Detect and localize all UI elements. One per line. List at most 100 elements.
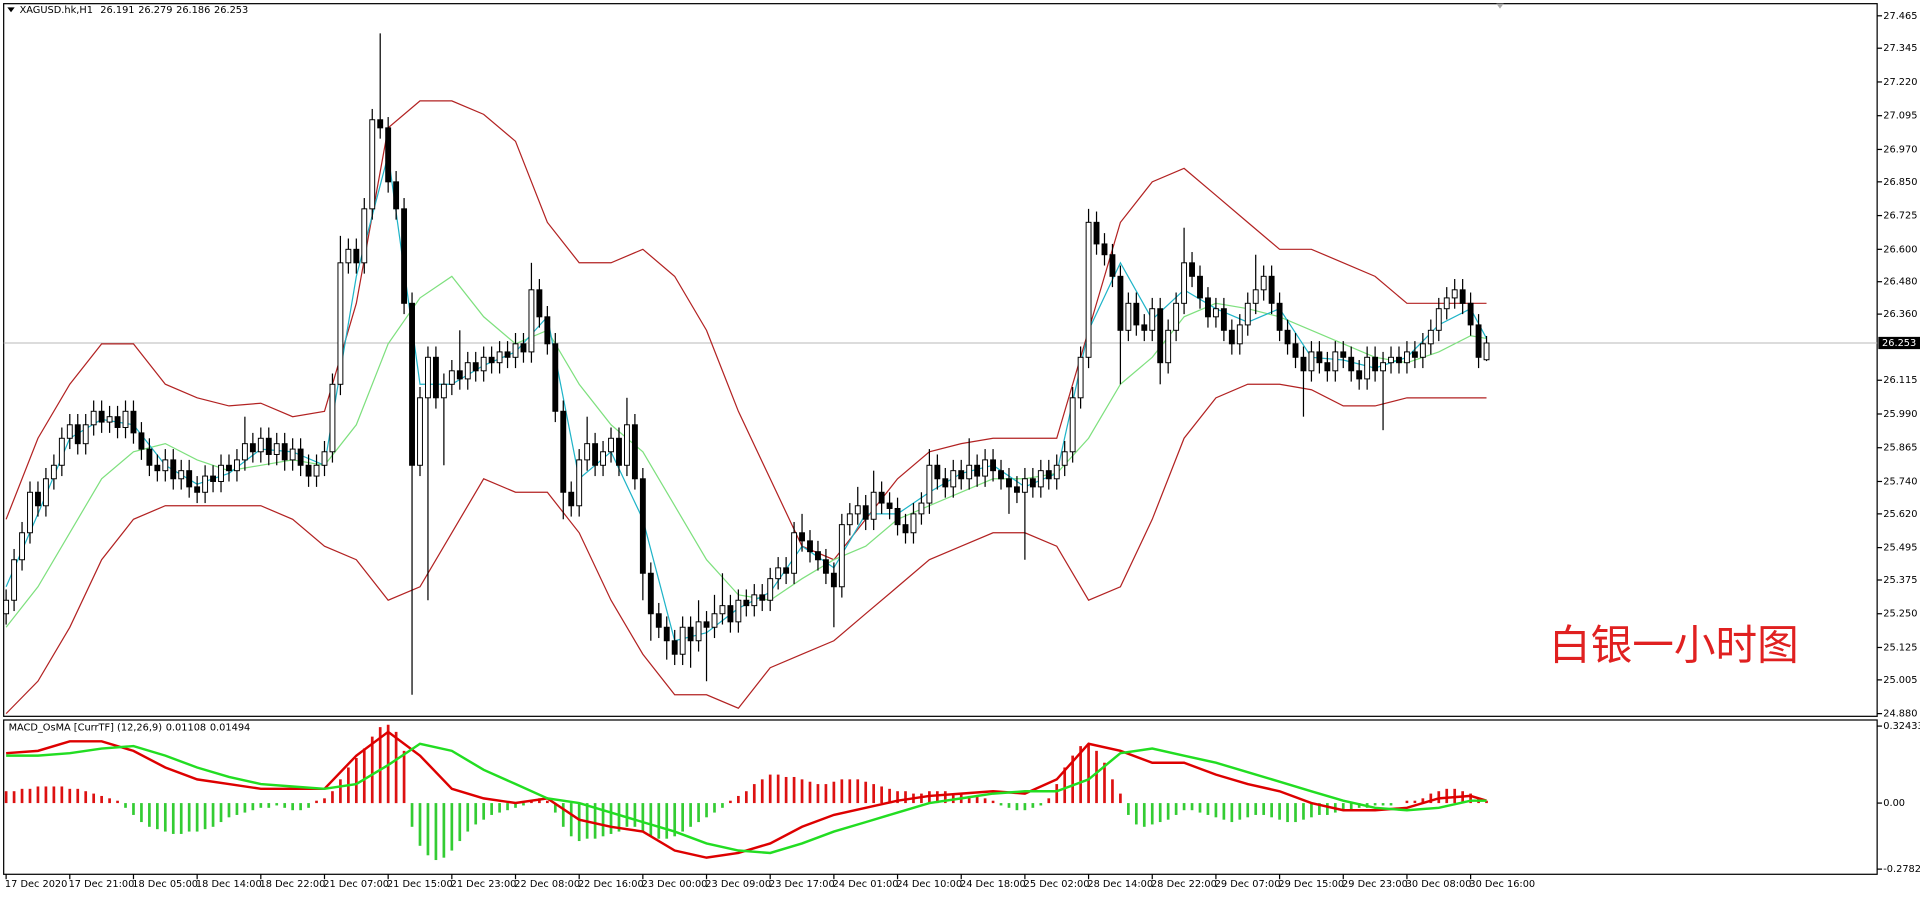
candle-body — [1212, 308, 1219, 318]
candle-body — [178, 470, 185, 480]
y-tick-label: 27.465 — [1883, 11, 1917, 22]
candle-body — [1101, 243, 1108, 256]
candle-body — [369, 119, 376, 210]
candle-body — [703, 621, 710, 628]
y-tick-label: 26.360 — [1883, 309, 1917, 320]
candle-body — [1244, 302, 1251, 326]
current-price-box — [1878, 336, 1920, 350]
candle-body — [234, 459, 240, 472]
x-tick-label: 24 Dec 18:00 — [960, 879, 1026, 890]
candle-body — [1364, 356, 1371, 380]
candle-body — [1173, 302, 1180, 331]
candle-body — [1141, 324, 1148, 331]
y-tick-label: 25.620 — [1883, 509, 1917, 520]
x-tick-label: 29 Dec 15:00 — [1278, 879, 1344, 890]
y-tick-label: 26.480 — [1883, 277, 1917, 288]
header-low: 26.186 — [176, 5, 210, 16]
candle-body — [1029, 478, 1036, 488]
menu-icon[interactable] — [7, 7, 15, 13]
symbol: XAGUSD.hk,H1 — [20, 5, 93, 16]
candle-body — [210, 475, 217, 482]
candle-body — [1427, 329, 1434, 345]
candle-body — [114, 416, 121, 428]
y-tick-label: 26.970 — [1883, 144, 1917, 155]
y-tick-label: 26.600 — [1883, 244, 1917, 255]
candle-body — [966, 464, 973, 480]
y-tick-label: 26.725 — [1883, 211, 1917, 222]
candle-body — [767, 578, 774, 601]
candle-body — [432, 356, 439, 399]
candle-body — [1316, 351, 1323, 364]
candle-body — [170, 459, 177, 480]
candle-body — [1117, 275, 1124, 331]
candle-body — [3, 599, 10, 615]
candle-body — [154, 464, 161, 472]
candle-body — [631, 424, 638, 480]
x-tick-label: 22 Dec 16:00 — [578, 879, 644, 890]
macd-header: MACD_OsMA [CurrTF] (12,26,9) 0.01108 0.014… — [9, 722, 251, 733]
candle-body — [751, 594, 758, 607]
candle-body — [464, 362, 471, 380]
candle-body — [1292, 343, 1299, 358]
candle-body — [66, 424, 73, 439]
header-close: 26.253 — [214, 5, 248, 16]
candle-body — [19, 532, 25, 561]
candle-body — [297, 448, 304, 466]
y-tick-label: 25.495 — [1883, 543, 1917, 554]
indicator-line — [6, 730, 1487, 859]
candle-body — [608, 437, 614, 453]
candle-body — [942, 478, 949, 488]
candle-body — [544, 316, 551, 345]
candle-body — [74, 424, 81, 445]
candle-body — [536, 289, 543, 318]
candle-body — [655, 613, 662, 628]
candle-body — [440, 383, 447, 399]
y-tick-label: 0.00 — [1883, 798, 1905, 809]
x-tick-label: 30 Dec 16:00 — [1469, 879, 1535, 890]
candle-body — [1093, 221, 1100, 245]
candle-body — [815, 551, 821, 561]
candle-body — [281, 443, 288, 461]
candle-body — [926, 464, 933, 504]
y-tick-label: 25.125 — [1883, 642, 1917, 653]
candle-body — [106, 416, 113, 423]
candle-body — [1252, 289, 1259, 304]
candle-body — [1372, 356, 1379, 372]
candle-body — [1483, 342, 1490, 361]
indicator-line — [5, 100, 1487, 561]
candle-body — [1475, 324, 1482, 358]
candle-body — [1268, 275, 1275, 304]
candle-body — [624, 424, 630, 466]
candle-body — [799, 532, 805, 542]
y-tick-label: 27.345 — [1883, 43, 1917, 54]
candle-body — [846, 513, 853, 526]
candle-body — [1149, 308, 1156, 331]
x-tick-label: 18 Dec 14:00 — [196, 879, 262, 890]
x-tick-label: 23 Dec 17:00 — [769, 879, 835, 890]
x-tick-label: 30 Dec 08:00 — [1406, 879, 1472, 890]
candle-body — [162, 459, 169, 472]
x-tick-label: 17 Dec 2020 — [5, 879, 67, 890]
candle-body — [1404, 351, 1410, 364]
indicator-line — [6, 742, 1487, 855]
candle-body — [265, 437, 272, 455]
candle-body — [313, 464, 320, 477]
candle-body — [854, 505, 861, 515]
x-tick-label: 24 Dec 10:00 — [896, 879, 962, 890]
candle-body — [1125, 302, 1132, 331]
x-tick-label: 25 Dec 02:00 — [1024, 879, 1090, 890]
candle-body — [1340, 351, 1347, 358]
candle-body — [552, 343, 559, 412]
candle-body — [50, 464, 57, 480]
candle-body — [98, 410, 105, 423]
candle-body — [1157, 308, 1164, 364]
candle-body — [1419, 343, 1426, 358]
candle-body — [616, 437, 622, 466]
candle-body — [353, 248, 360, 264]
candle-body — [202, 475, 209, 493]
price-panel — [3, 3, 1878, 717]
macd-value: 0.01108 — [166, 722, 206, 733]
candle-body — [830, 572, 837, 588]
candle-body — [42, 478, 49, 507]
